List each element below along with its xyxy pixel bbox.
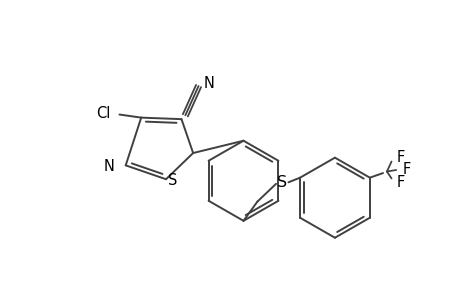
Text: N: N	[104, 159, 115, 174]
Text: F: F	[395, 150, 403, 165]
Text: F: F	[402, 163, 410, 178]
Text: S: S	[277, 175, 287, 190]
Text: S: S	[167, 173, 177, 188]
Text: Cl: Cl	[95, 106, 110, 121]
Text: N: N	[203, 76, 213, 91]
Text: F: F	[395, 175, 403, 190]
